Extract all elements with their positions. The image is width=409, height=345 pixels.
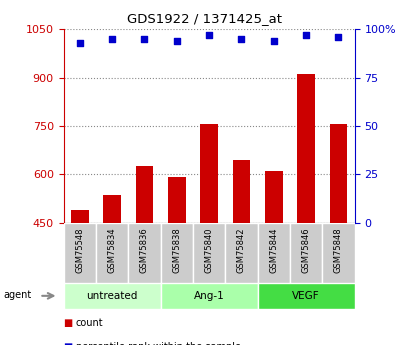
Text: GSM75848: GSM75848 — [333, 227, 342, 273]
Point — [270, 38, 276, 44]
Bar — [103, 195, 121, 223]
Bar — [96, 223, 128, 283]
Text: GSM75840: GSM75840 — [204, 227, 213, 273]
Text: GSM75844: GSM75844 — [269, 227, 278, 273]
Point — [205, 32, 212, 38]
Text: GDS1922 / 1371425_at: GDS1922 / 1371425_at — [127, 12, 282, 25]
Bar — [167, 177, 185, 223]
Bar — [135, 166, 153, 223]
Point — [173, 38, 180, 44]
Point — [238, 36, 244, 42]
Bar — [71, 210, 88, 223]
Point — [141, 36, 147, 42]
Text: GSM75846: GSM75846 — [301, 227, 310, 273]
Text: GSM75548: GSM75548 — [75, 227, 84, 273]
Bar — [128, 223, 160, 283]
Bar — [264, 171, 282, 223]
Point — [108, 36, 115, 42]
Bar — [289, 223, 321, 283]
Text: percentile rank within the sample: percentile rank within the sample — [76, 343, 240, 345]
Bar — [160, 283, 257, 309]
Text: VEGF: VEGF — [292, 291, 319, 301]
Bar — [232, 160, 250, 223]
Bar — [225, 223, 257, 283]
Point — [302, 32, 309, 38]
Text: GSM75836: GSM75836 — [139, 227, 148, 273]
Text: ■: ■ — [63, 343, 73, 345]
Bar — [321, 223, 354, 283]
Bar — [329, 124, 346, 223]
Text: untreated: untreated — [86, 291, 137, 301]
Bar — [63, 223, 96, 283]
Bar — [257, 223, 289, 283]
Point — [335, 34, 341, 40]
Text: GSM75842: GSM75842 — [236, 227, 245, 273]
Bar — [193, 223, 225, 283]
Bar — [160, 223, 193, 283]
Bar — [297, 75, 314, 223]
Bar — [63, 283, 160, 309]
Text: Ang-1: Ang-1 — [193, 291, 224, 301]
Bar — [200, 124, 218, 223]
Point — [76, 40, 83, 46]
Text: agent: agent — [3, 289, 31, 299]
Text: GSM75838: GSM75838 — [172, 227, 181, 273]
Text: GSM75834: GSM75834 — [107, 227, 116, 273]
Bar — [257, 283, 354, 309]
Text: count: count — [76, 318, 103, 327]
Text: ■: ■ — [63, 318, 73, 327]
